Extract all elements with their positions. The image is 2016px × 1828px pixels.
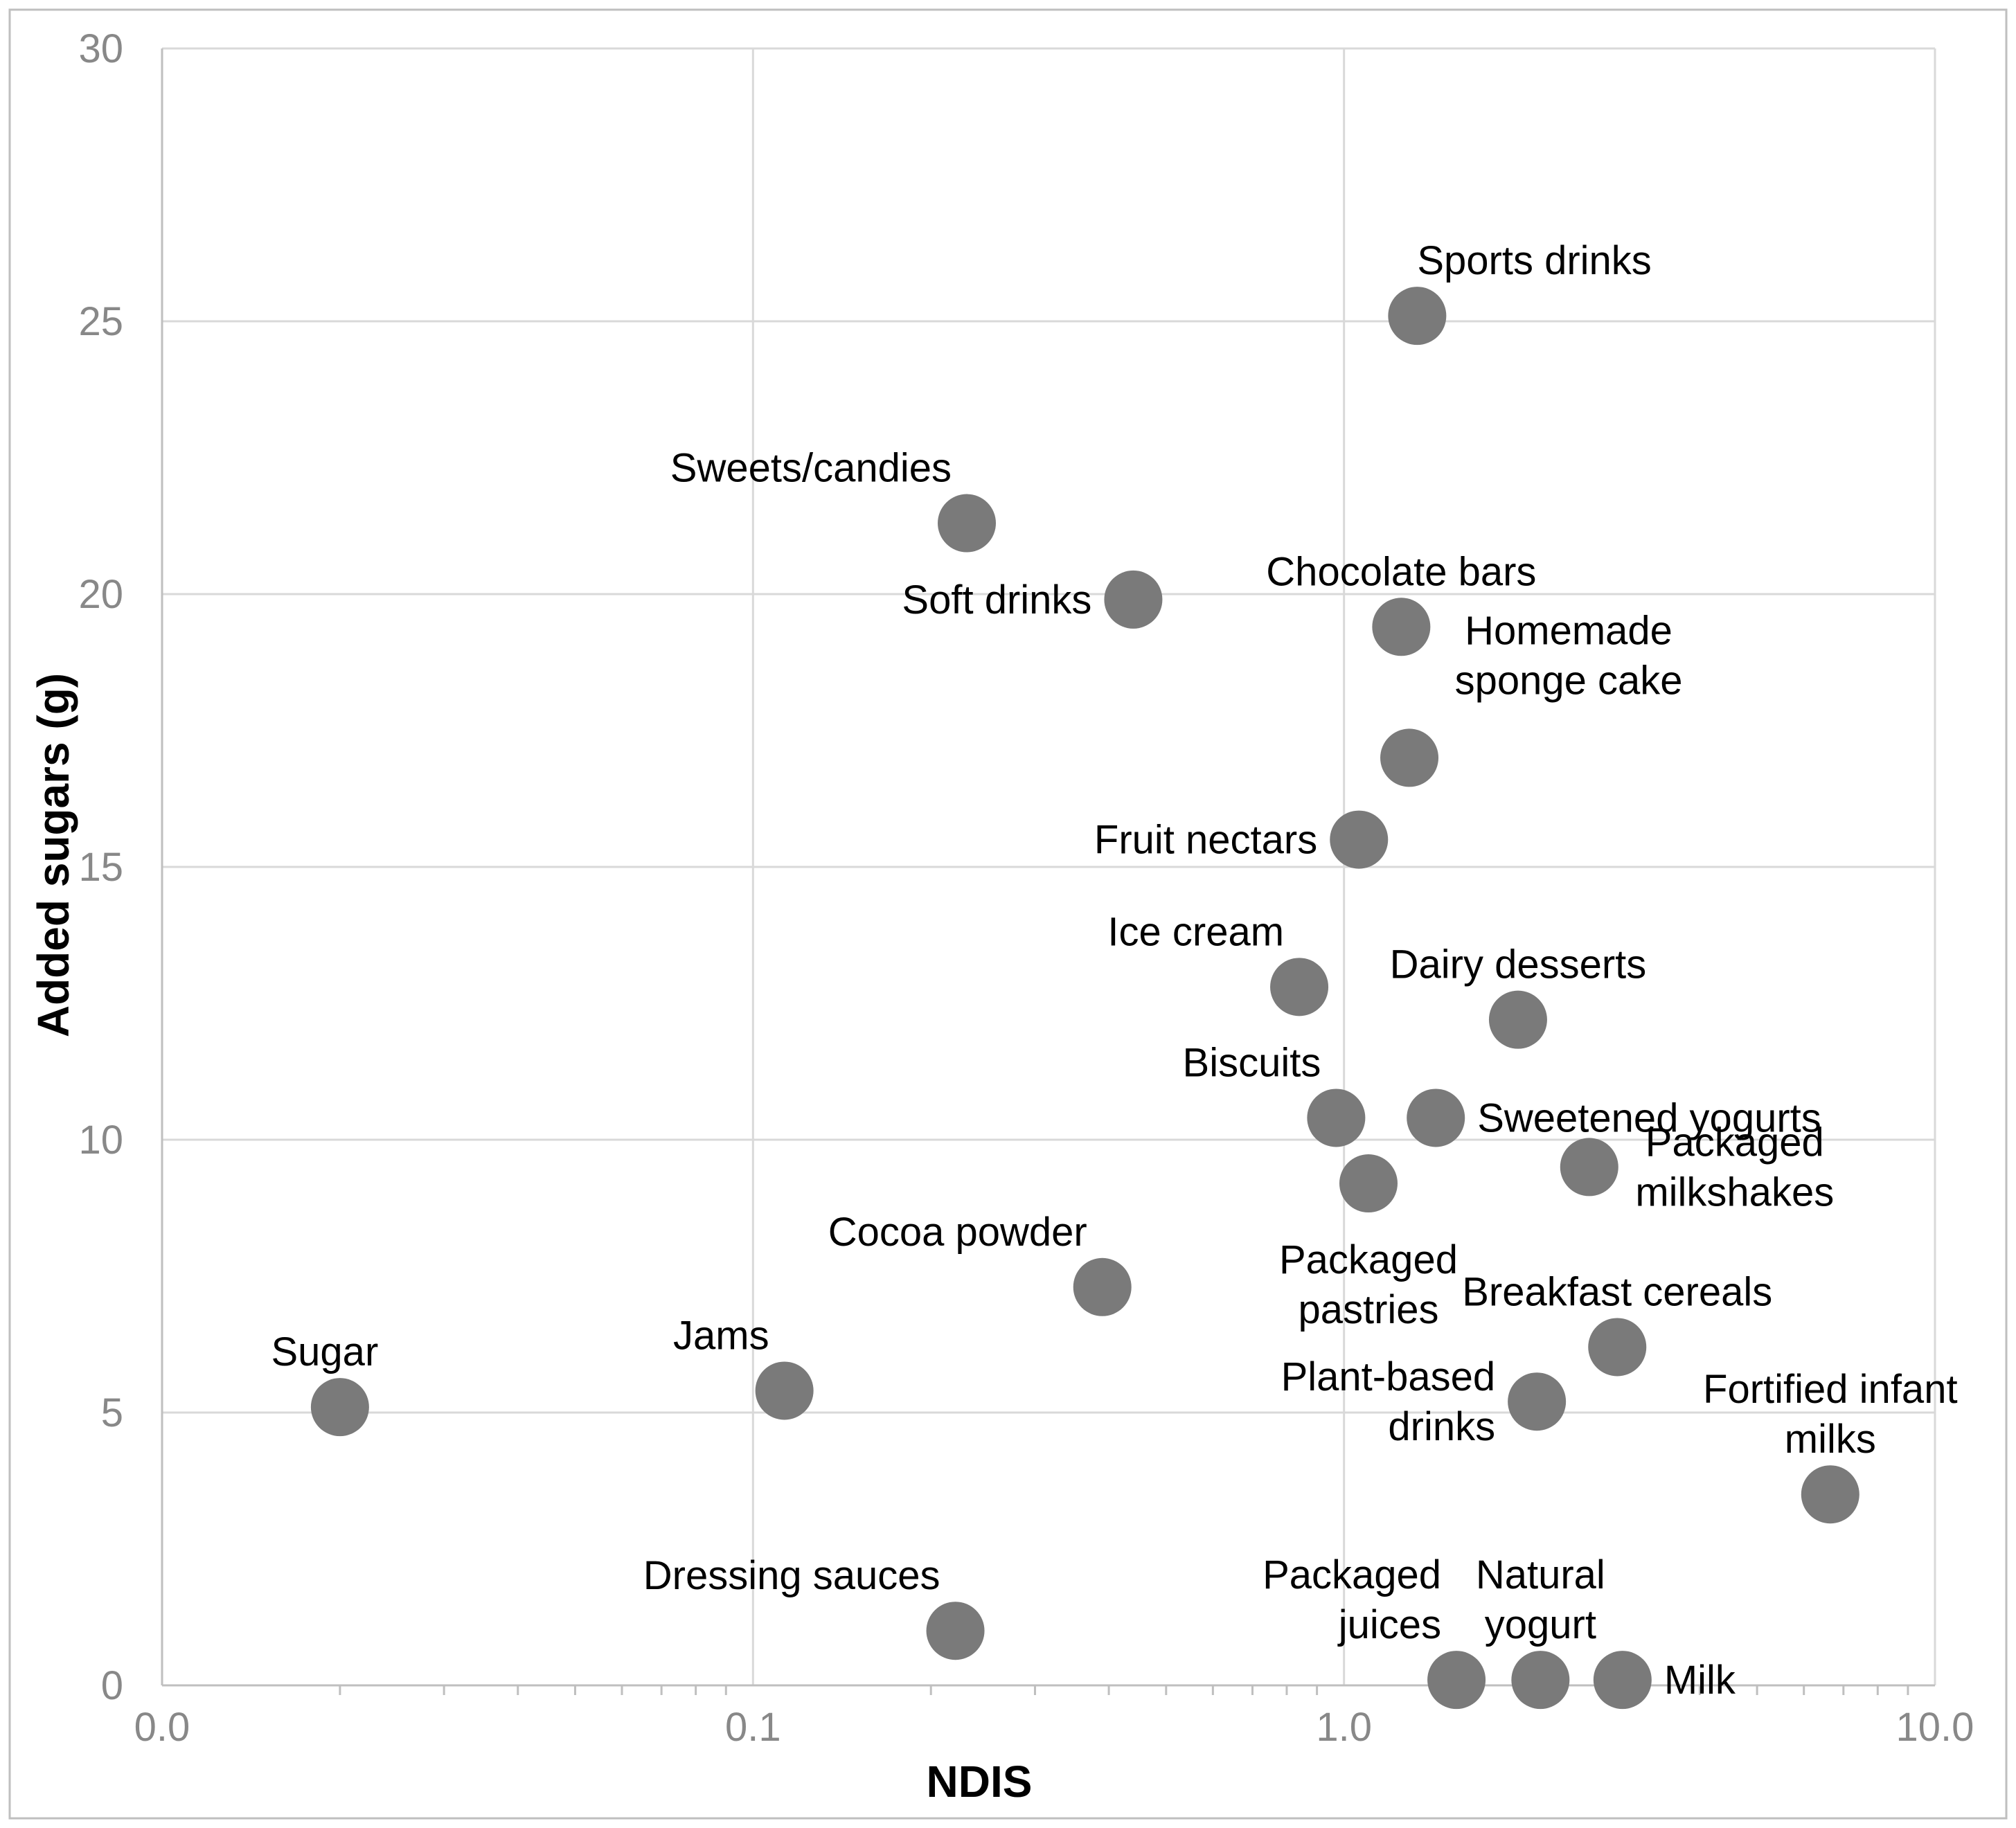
y-axis-title: Added sugars (g) bbox=[28, 673, 78, 1037]
data-label: Dairy desserts bbox=[1390, 942, 1647, 987]
axis-ticks: 0 5 10 15 20 25 30 0.0 0.1 1.0 10.0 bbox=[78, 26, 1974, 1750]
data-label: Ice cream bbox=[1107, 909, 1284, 954]
data-label: Soft drinks bbox=[902, 577, 1091, 622]
data-label-line: Homemade bbox=[1465, 608, 1672, 653]
data-label-line: Soft drinks bbox=[902, 577, 1091, 622]
grid bbox=[161, 47, 1936, 1687]
data-label-line: Sweetened yogurts bbox=[1477, 1095, 1821, 1140]
data-label: Sweetened yogurts bbox=[1477, 1095, 1821, 1140]
data-label-line: Jams bbox=[673, 1313, 769, 1358]
data-point bbox=[1104, 570, 1163, 629]
data-label-line: milks bbox=[1785, 1417, 1876, 1462]
data-label-line: drinks bbox=[1388, 1404, 1495, 1449]
data-point bbox=[1073, 1257, 1132, 1316]
data-point bbox=[1427, 1651, 1486, 1710]
data-label: Biscuits bbox=[1183, 1040, 1321, 1085]
data-label: Dressing sauces bbox=[643, 1553, 940, 1598]
data-label-line: Sports drinks bbox=[1417, 238, 1651, 283]
data-point bbox=[755, 1361, 814, 1420]
data-point bbox=[1380, 728, 1439, 787]
data-label-line: Milk bbox=[1664, 1658, 1736, 1703]
data-point bbox=[1407, 1088, 1465, 1147]
data-label: Homemade sponge cake bbox=[1455, 608, 1683, 703]
data-point bbox=[310, 1378, 369, 1437]
y-tick-label: 10 bbox=[78, 1118, 123, 1163]
data-label: Cocoa powder bbox=[828, 1210, 1087, 1255]
y-tick-label: 20 bbox=[78, 572, 123, 617]
y-tick-label: 15 bbox=[78, 845, 123, 890]
data-label-line: sponge cake bbox=[1455, 658, 1683, 703]
data-point bbox=[1339, 1154, 1398, 1213]
data-label-line: Biscuits bbox=[1183, 1040, 1321, 1085]
data-label: Fortified infant milks bbox=[1703, 1367, 1958, 1462]
data-label: Chocolate bars bbox=[1266, 549, 1536, 594]
data-label: Breakfast cereals bbox=[1462, 1269, 1772, 1314]
data-label-line: Dressing sauces bbox=[643, 1553, 940, 1598]
data-label-line: Sweets/candies bbox=[670, 446, 952, 491]
data-label: Sports drinks bbox=[1417, 238, 1651, 283]
data-point bbox=[1372, 598, 1431, 656]
data-label-line: Ice cream bbox=[1107, 909, 1284, 954]
y-tick-label: 5 bbox=[101, 1390, 123, 1435]
data-label: Packaged milkshakes bbox=[1635, 1120, 1834, 1215]
data-label: Jams bbox=[673, 1313, 769, 1358]
data-point bbox=[1588, 1318, 1647, 1377]
data-point bbox=[1801, 1465, 1859, 1524]
data-point bbox=[1560, 1138, 1618, 1197]
data-label: Milk bbox=[1664, 1658, 1736, 1703]
data-point bbox=[1388, 287, 1447, 346]
y-tick-label: 25 bbox=[78, 299, 123, 344]
x-axis-title: NDIS bbox=[927, 1757, 1033, 1807]
data-point bbox=[1330, 810, 1389, 869]
data-label-line: Packaged bbox=[1645, 1120, 1824, 1165]
data-point bbox=[926, 1602, 985, 1660]
x-tick-label: 10.0 bbox=[1896, 1705, 1974, 1750]
data-label-line: Packaged bbox=[1279, 1237, 1458, 1282]
data-point bbox=[1307, 1088, 1366, 1147]
y-tick-label: 0 bbox=[101, 1663, 123, 1708]
data-label-line: juices bbox=[1337, 1602, 1441, 1647]
data-label-line: Natural bbox=[1476, 1552, 1605, 1597]
data-label-line: Breakfast cereals bbox=[1462, 1269, 1772, 1314]
data-label-line: pastries bbox=[1298, 1287, 1438, 1332]
data-label-line: Dairy desserts bbox=[1390, 942, 1647, 987]
y-tick-label: 30 bbox=[78, 26, 123, 71]
data-label-line: Chocolate bars bbox=[1266, 549, 1536, 594]
data-label: Plant-based drinks bbox=[1281, 1354, 1496, 1449]
data-label-line: Fortified infant bbox=[1703, 1367, 1958, 1412]
data-points bbox=[310, 287, 1859, 1710]
data-label-line: milkshakes bbox=[1635, 1170, 1834, 1215]
chart-outer-border bbox=[8, 8, 2008, 1820]
data-point bbox=[1511, 1651, 1570, 1710]
data-point bbox=[1508, 1372, 1567, 1431]
data-label: Sugar bbox=[271, 1329, 378, 1374]
x-tick-label: 0.0 bbox=[134, 1705, 190, 1750]
data-label: Natural yogurt bbox=[1476, 1552, 1605, 1647]
data-label-line: yogurt bbox=[1485, 1602, 1596, 1647]
data-label-line: Plant-based bbox=[1281, 1354, 1496, 1399]
data-point bbox=[1593, 1651, 1652, 1710]
data-point bbox=[1488, 990, 1547, 1049]
data-labels: Sports drinks Sweets/candies Soft drinks Ch… bbox=[271, 238, 1957, 1703]
data-label-line: Cocoa powder bbox=[828, 1210, 1087, 1255]
data-label: Sweets/candies bbox=[670, 446, 952, 491]
x-tick-label: 1.0 bbox=[1316, 1705, 1372, 1750]
data-label: Packaged juices bbox=[1263, 1552, 1441, 1647]
data-label-line: Fruit nectars bbox=[1094, 818, 1317, 863]
data-label: Fruit nectars bbox=[1094, 818, 1317, 863]
data-label-line: Sugar bbox=[271, 1329, 378, 1374]
data-point bbox=[1270, 958, 1329, 1016]
data-point bbox=[938, 494, 997, 553]
x-tick-label: 0.1 bbox=[725, 1705, 781, 1750]
data-label: Packaged pastries bbox=[1279, 1237, 1458, 1332]
data-label-line: Packaged bbox=[1263, 1552, 1441, 1597]
